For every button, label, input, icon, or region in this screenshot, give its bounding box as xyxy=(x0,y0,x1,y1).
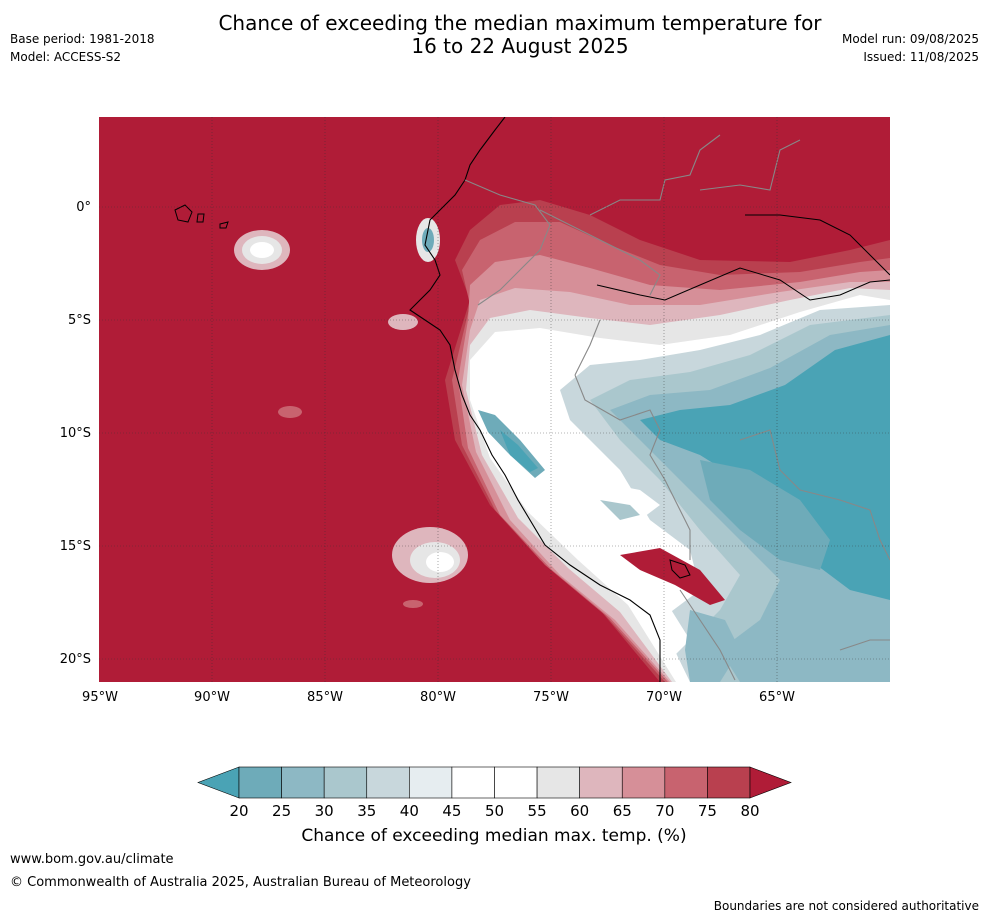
lon-tick: 75°W xyxy=(533,690,569,705)
lon-tick: 80°W xyxy=(420,690,456,705)
lon-tick: 95°W xyxy=(82,690,118,705)
colorbar-label: Chance of exceeding median max. temp. (%… xyxy=(301,826,687,846)
coastline-north xyxy=(596,214,890,301)
lon-tick: 85°W xyxy=(307,690,343,705)
colorbar: 20 25 30 35 40 45 50 55 60 65 70 75 80 xyxy=(197,766,792,820)
title-line-1: Chance of exceeding the median maximum t… xyxy=(218,11,822,35)
field-south-white xyxy=(615,560,690,660)
field-south-blue xyxy=(685,610,740,682)
lon-tick: 70°W xyxy=(646,690,682,705)
colorbar-tick: 50 xyxy=(485,802,504,820)
lon-tick: 90°W xyxy=(194,690,230,705)
meta-right: Model run: 09/08/2025 Issued: 11/08/2025 xyxy=(842,30,979,66)
colorbar-swatch xyxy=(707,766,751,799)
ocean-blob-ecuador xyxy=(416,218,440,262)
title-line-2: 16 to 22 August 2025 xyxy=(411,34,629,58)
colorbar-tick: 75 xyxy=(698,802,717,820)
colorbar-swatch xyxy=(323,766,368,799)
model-name: Model: ACCESS-S2 xyxy=(10,50,122,64)
field-lake-hotspot xyxy=(620,548,725,605)
issued-date: Issued: 11/08/2025 xyxy=(863,50,979,64)
lat-tick-labels: 0° 5°S 10°S 15°S 20°S xyxy=(60,200,91,667)
colorbar-tick: 25 xyxy=(272,802,291,820)
ocean-blob-galapagos xyxy=(234,230,290,270)
colorbar-tick: 45 xyxy=(442,802,461,820)
colorbar-swatch xyxy=(621,766,666,799)
lake-titicaca xyxy=(669,559,691,579)
colorbar-swatch xyxy=(579,766,623,799)
colorbar-extend-low xyxy=(197,766,240,799)
field-coastal-strip-2 xyxy=(500,430,538,472)
colorbar-tick: 20 xyxy=(229,802,248,820)
colorbar-tick: 30 xyxy=(315,802,334,820)
colorbar-tick: 65 xyxy=(613,802,632,820)
model-run: Model run: 09/08/2025 xyxy=(841,32,979,46)
colorbar-tick: 60 xyxy=(570,802,589,820)
coastline xyxy=(409,117,661,682)
colorbar-swatch xyxy=(409,766,453,799)
colorbar-tick: 80 xyxy=(740,802,759,820)
ocean-blob-small-1 xyxy=(278,406,302,418)
meta-left: Base period: 1981-2018 Model: ACCESS-S2 xyxy=(10,30,155,66)
ocean-blob-small-3 xyxy=(403,600,423,608)
lat-tick: 15°S xyxy=(60,539,91,554)
colorbar-swatch xyxy=(536,766,580,799)
ocean-blob-small-2 xyxy=(388,314,418,330)
field-patch-1 xyxy=(590,480,660,520)
colorbar-extend-high xyxy=(749,766,792,799)
galapagos-islands xyxy=(174,204,229,229)
base-period: Base period: 1981-2018 xyxy=(10,32,155,46)
country-borders xyxy=(464,134,890,681)
lat-tick: 5°S xyxy=(68,313,91,328)
field-band-20 xyxy=(640,335,890,600)
colorbar-swatch xyxy=(281,766,325,799)
lon-tick-labels: 95°W 90°W 85°W 80°W 75°W 70°W 65°W xyxy=(82,690,795,705)
field-patch-2 xyxy=(600,500,640,520)
colorbar-tick: 55 xyxy=(528,802,547,820)
colorbar-swatch xyxy=(664,766,708,799)
ocean-blob-south xyxy=(392,527,468,583)
lon-tick: 65°W xyxy=(759,690,795,705)
footer-url: www.bom.gov.au/climate xyxy=(10,852,174,867)
probability-field xyxy=(99,117,890,682)
lat-tick: 10°S xyxy=(60,426,91,441)
colorbar-swatch xyxy=(366,766,410,799)
colorbar-tick: 40 xyxy=(400,802,419,820)
colorbar-swatch xyxy=(451,766,495,799)
colorbar-tick: 35 xyxy=(357,802,376,820)
field-pocket-25 xyxy=(700,460,830,570)
colorbar-swatch xyxy=(494,766,538,799)
graticule xyxy=(99,117,890,682)
lat-tick: 0° xyxy=(76,200,91,215)
lat-tick: 20°S xyxy=(60,652,91,667)
map-title: Chance of exceeding the median maximum t… xyxy=(0,12,988,58)
colorbar-tick: 70 xyxy=(655,802,674,820)
footer-copyright: © Commonwealth of Australia 2025, Austra… xyxy=(10,875,471,890)
footer-disclaimer: Boundaries are not considered authoritat… xyxy=(713,899,979,913)
colorbar-swatch xyxy=(238,766,282,799)
